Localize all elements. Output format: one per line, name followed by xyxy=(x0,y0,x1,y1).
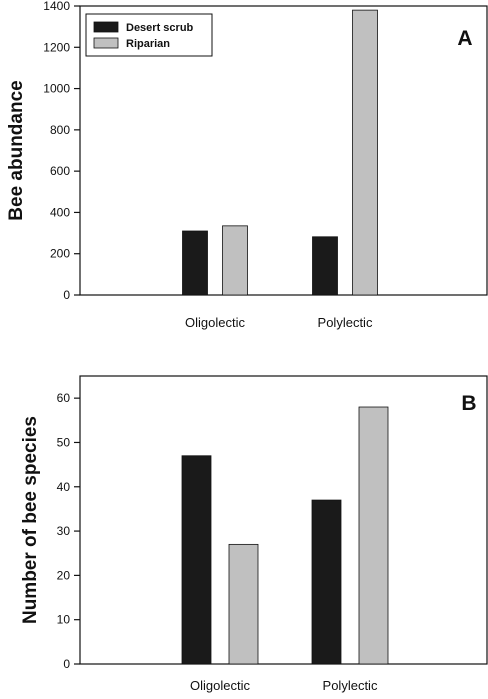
x-category-label: Polylectic xyxy=(323,678,378,693)
bar-desert-scrub-oligolectic xyxy=(183,231,208,295)
y-axis-label: Number of bee species xyxy=(20,416,41,624)
legend-entry: Riparian xyxy=(126,38,170,50)
bar-desert-scrub-polylectic xyxy=(313,237,338,295)
bar-desert-scrub-oligolectic xyxy=(182,456,211,664)
y-tick-label: 1200 xyxy=(43,40,70,54)
y-tick-label: 60 xyxy=(57,391,71,405)
legend: Desert scrub Riparian xyxy=(86,14,212,56)
y-tick-label: 0 xyxy=(63,657,70,671)
legend-entry: Desert scrub xyxy=(126,22,194,34)
y-axis-label: Bee abundance xyxy=(6,80,27,220)
panel-a: 0 200 400 600 800 1000 1200 1400 Bee abundance Ol… xyxy=(6,0,487,330)
x-category-label: Oligolectic xyxy=(190,678,250,693)
y-tick-label: 50 xyxy=(57,435,71,449)
x-category-label: Polylectic xyxy=(318,315,373,330)
y-tick-label: 200 xyxy=(50,247,70,261)
bar-desert-scrub-polylectic xyxy=(312,500,341,664)
y-tick-label: 10 xyxy=(57,613,71,627)
bar-riparian-oligolectic xyxy=(223,226,248,295)
x-category-label: Oligolectic xyxy=(185,315,245,330)
y-tick-label: 20 xyxy=(57,568,71,582)
y-tick-label: 1000 xyxy=(43,82,70,96)
plot-frame xyxy=(80,376,487,664)
y-tick-label: 1400 xyxy=(43,0,70,13)
y-tick-label: 800 xyxy=(50,123,70,137)
y-tick-label: 600 xyxy=(50,164,70,178)
y-tick-label: 40 xyxy=(57,480,71,494)
y-tick-label: 30 xyxy=(57,524,71,538)
panel-b: 0 10 20 30 40 50 60 Number of bee species Oligol… xyxy=(20,376,487,693)
y-tick-label: 0 xyxy=(63,288,70,302)
bar-riparian-oligolectic xyxy=(229,544,258,664)
panel-letter: A xyxy=(457,27,472,50)
legend-swatch xyxy=(94,38,118,48)
legend-swatch xyxy=(94,22,118,32)
bar-riparian-polylectic xyxy=(359,407,388,664)
bar-riparian-polylectic xyxy=(353,10,378,295)
y-tick-label: 400 xyxy=(50,205,70,219)
panel-letter: B xyxy=(461,392,476,415)
